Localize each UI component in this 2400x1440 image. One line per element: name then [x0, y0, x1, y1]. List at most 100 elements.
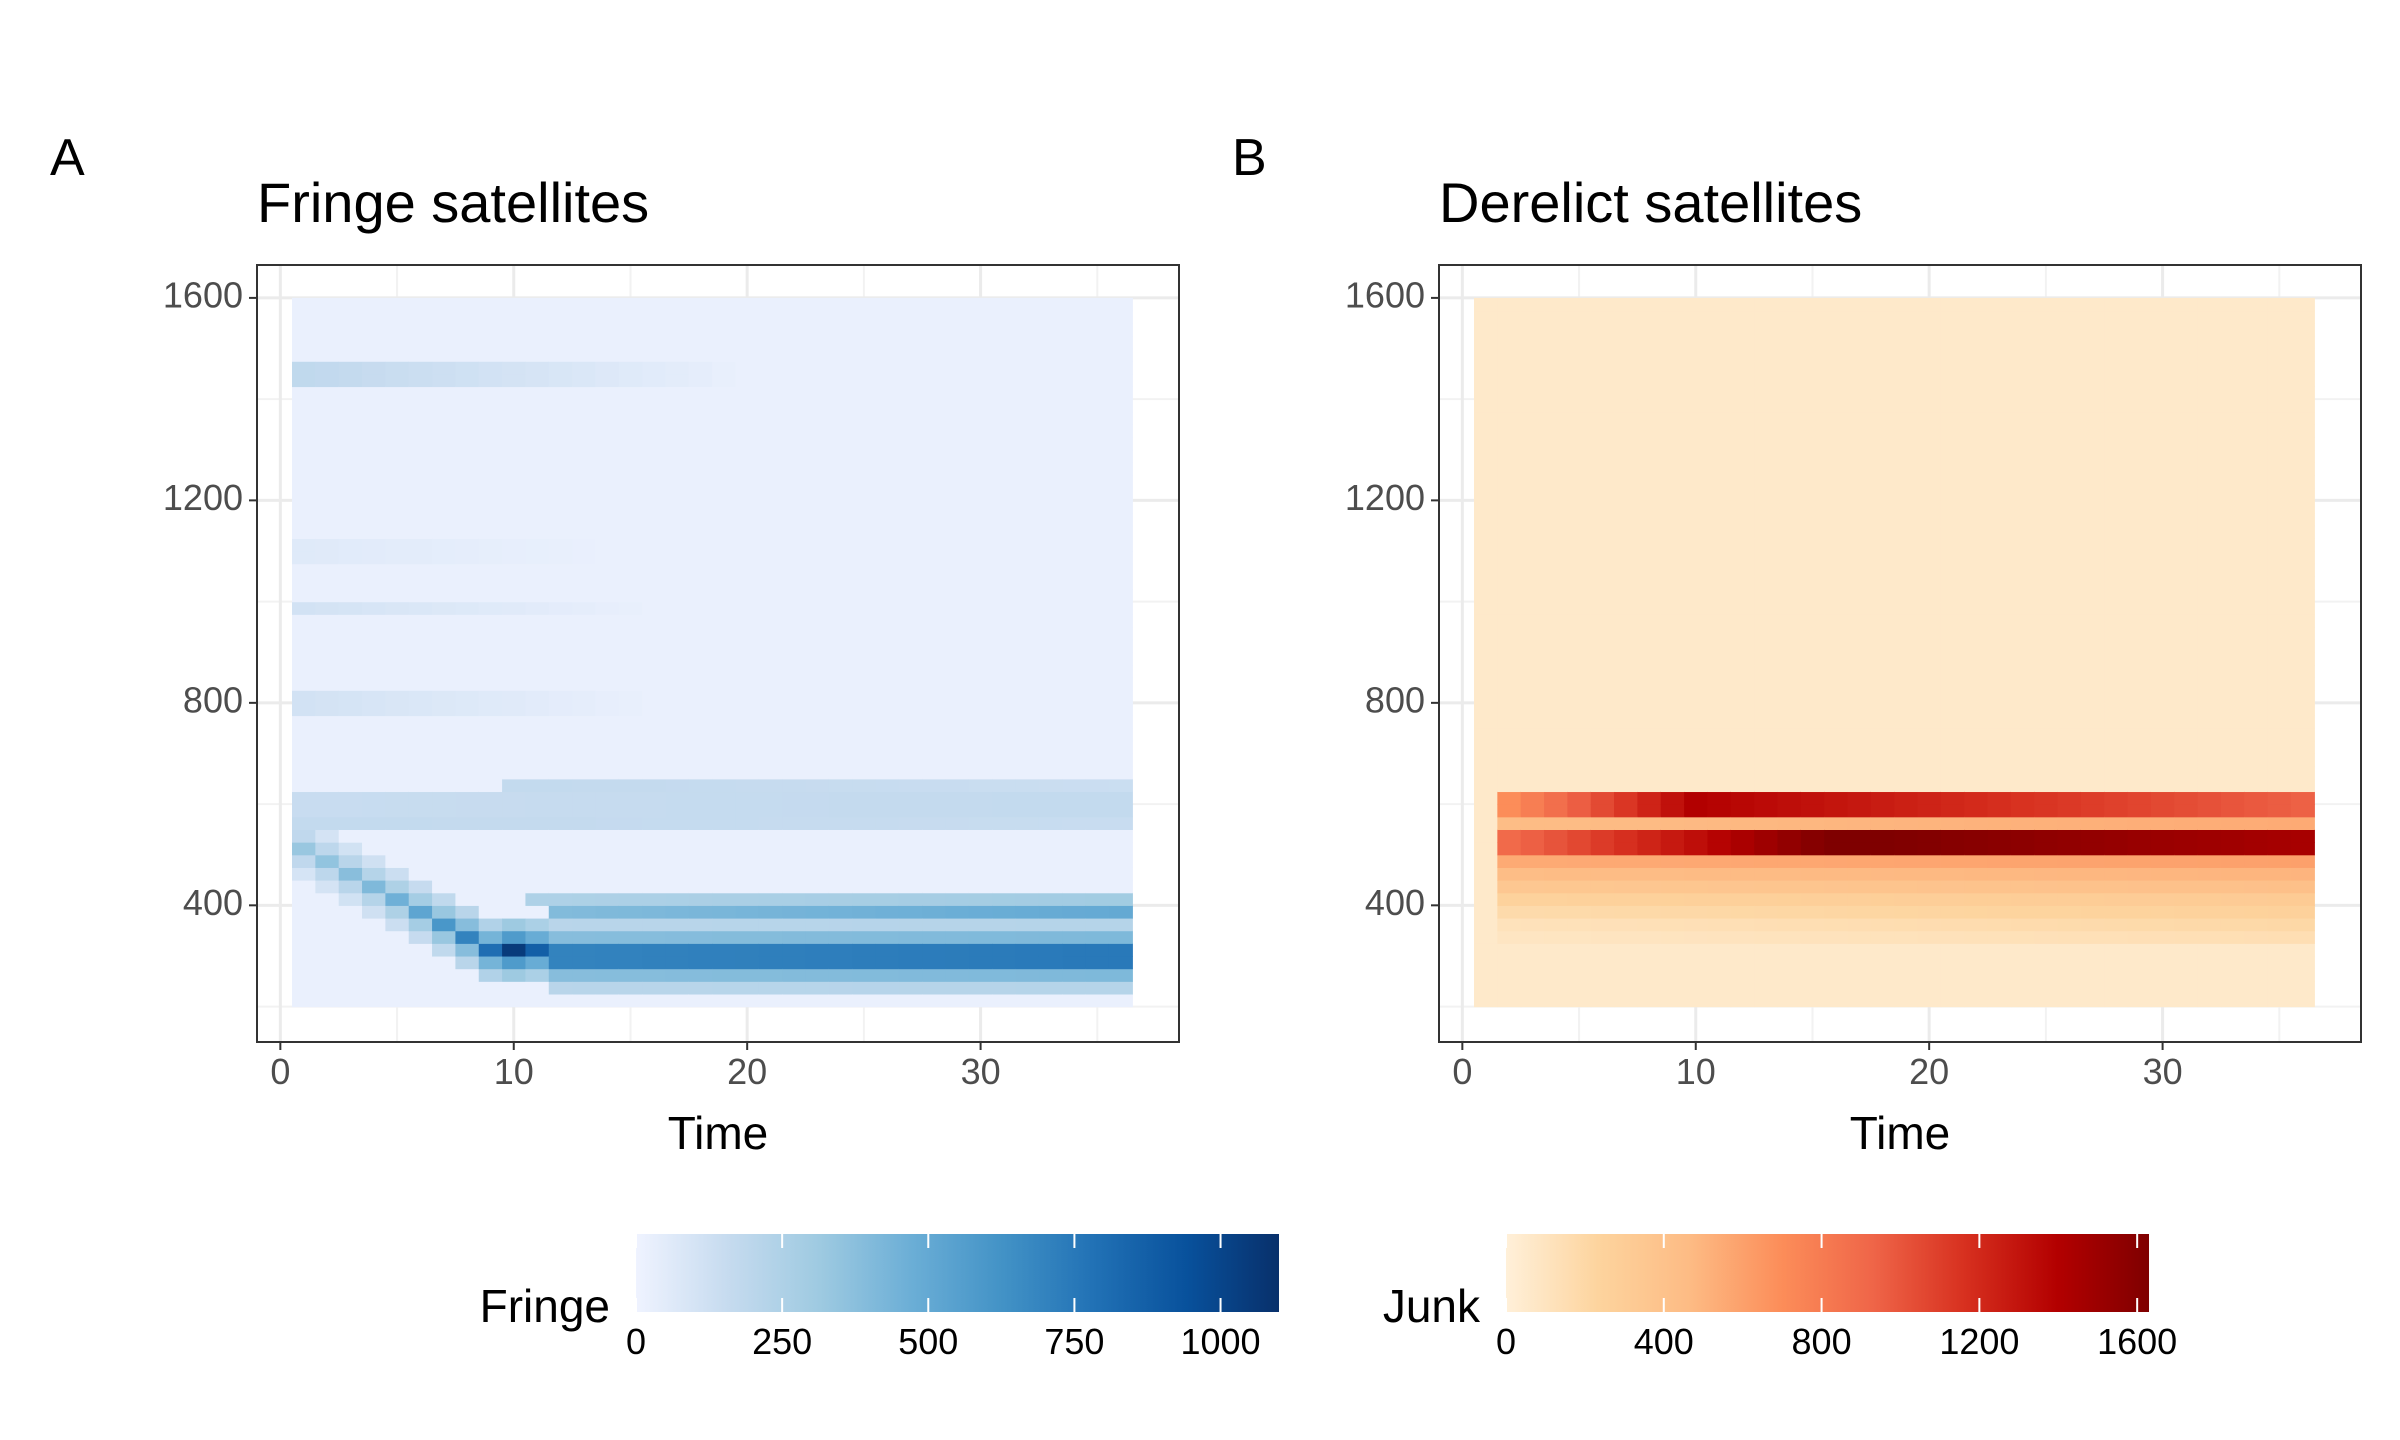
heatmap-cell	[1917, 905, 1942, 919]
heatmap-cell	[2197, 993, 2222, 1008]
heatmap-cell	[1800, 766, 1825, 780]
heatmap-cell	[595, 373, 620, 388]
heatmap-cell	[2010, 538, 2035, 552]
heatmap-cell	[2010, 715, 2035, 729]
heatmap-cell	[665, 753, 690, 767]
heatmap-cell	[758, 740, 783, 755]
heatmap-cell	[782, 652, 807, 666]
heatmap-cell	[1544, 791, 1568, 805]
heatmap-cell	[1917, 348, 1942, 362]
heatmap-cell	[2174, 297, 2199, 312]
heatmap-cell	[2127, 424, 2152, 438]
heatmap-cell	[432, 740, 456, 755]
heatmap-cell	[2267, 867, 2292, 881]
heatmap-cell	[1847, 664, 1872, 679]
heatmap-cell	[968, 386, 993, 400]
heatmap-cell	[2290, 335, 2315, 350]
heatmap-cell	[2080, 664, 2105, 679]
heatmap-cell	[292, 475, 316, 489]
heatmap-cell	[2150, 968, 2175, 982]
heatmap-cell	[1614, 310, 1638, 324]
heatmap-cell	[1964, 728, 1989, 742]
heatmap-cell	[315, 955, 340, 970]
heatmap-cell	[2150, 399, 2175, 413]
heatmap-cell	[1085, 664, 1110, 679]
heatmap-cell	[688, 475, 713, 489]
heatmap-cell	[2034, 525, 2059, 539]
heatmap-cell	[408, 715, 433, 729]
heatmap-cell	[2104, 437, 2129, 451]
heatmap-cell	[992, 500, 1017, 514]
heatmap-cell	[1660, 804, 1685, 818]
heatmap-cell	[2010, 917, 2035, 932]
heatmap-cell	[992, 702, 1017, 717]
heatmap-cell	[1870, 601, 1895, 615]
heatmap-cell	[852, 702, 877, 717]
heatmap-cell	[1707, 690, 1732, 704]
heatmap-cell	[898, 791, 923, 805]
heatmap-cell	[1800, 576, 1825, 590]
heatmap-cell	[1964, 386, 1989, 400]
heatmap-cell	[805, 715, 830, 729]
heatmap-cell	[292, 538, 316, 552]
heatmap-cell	[362, 348, 386, 362]
heatmap-cell	[2080, 335, 2105, 350]
heatmap-cell	[2174, 361, 2199, 375]
heatmap-cell	[618, 437, 643, 451]
heatmap-cell	[385, 715, 410, 729]
heatmap-cell	[1754, 323, 1779, 337]
heatmap-cell	[922, 664, 947, 679]
heatmap-cell	[2127, 361, 2152, 375]
heatmap-cell	[1474, 968, 1498, 982]
heatmap-cell	[665, 424, 690, 438]
heatmap-cell	[408, 475, 433, 489]
heatmap-cell	[1824, 829, 1849, 843]
heatmap-cell	[898, 639, 923, 653]
heatmap-cell	[1964, 943, 1989, 957]
heatmap-cell	[688, 437, 713, 451]
heatmap-cell	[758, 690, 783, 704]
heatmap-cell	[688, 487, 713, 501]
heatmap-cell	[455, 690, 480, 704]
heatmap-cell	[2290, 475, 2315, 489]
heatmap-cell	[572, 614, 597, 628]
heatmap-cell	[2244, 361, 2269, 375]
heatmap-cell	[595, 867, 620, 881]
heatmap-cell	[2220, 386, 2245, 400]
heatmap-cell	[2150, 361, 2175, 375]
heatmap-cell	[782, 361, 807, 375]
heatmap-cell	[1497, 424, 1522, 438]
heatmap-cell	[525, 487, 550, 501]
heatmap-cell	[1777, 310, 1802, 324]
heatmap-cell	[1824, 551, 1849, 565]
heatmap-cell	[782, 399, 807, 413]
heatmap-cell	[805, 804, 830, 818]
heatmap-cell	[1754, 842, 1779, 856]
heatmap-cell	[408, 588, 433, 603]
heatmap-cell	[2197, 513, 2222, 527]
heatmap-cell	[1964, 816, 1989, 830]
heatmap-cell	[595, 955, 620, 970]
colorbar-tick-label: 1200	[1939, 1321, 2019, 1362]
panel-b-frame	[1438, 264, 2362, 1043]
heatmap-cell	[1730, 804, 1755, 818]
heatmap-cell	[548, 449, 573, 464]
heatmap-cell	[1038, 386, 1063, 400]
heatmap-cell	[548, 475, 573, 489]
heatmap-cell	[315, 551, 340, 565]
heatmap-cell	[385, 576, 410, 590]
heatmap-cell	[2127, 804, 2152, 818]
heatmap-cell	[1684, 753, 1709, 767]
heatmap-cell	[1474, 500, 1498, 514]
heatmap-cell	[688, 880, 713, 894]
heatmap-cell	[712, 411, 737, 426]
heatmap-cell	[1800, 880, 1825, 894]
heatmap-cell	[758, 715, 783, 729]
heatmap-cell	[1987, 513, 2012, 527]
heatmap-cell	[1108, 993, 1133, 1008]
heatmap-cell	[968, 614, 993, 628]
heatmap-cell	[292, 310, 316, 324]
heatmap-cell	[338, 664, 363, 679]
heatmap-cell	[1824, 462, 1849, 476]
heatmap-cell	[1567, 917, 1592, 932]
